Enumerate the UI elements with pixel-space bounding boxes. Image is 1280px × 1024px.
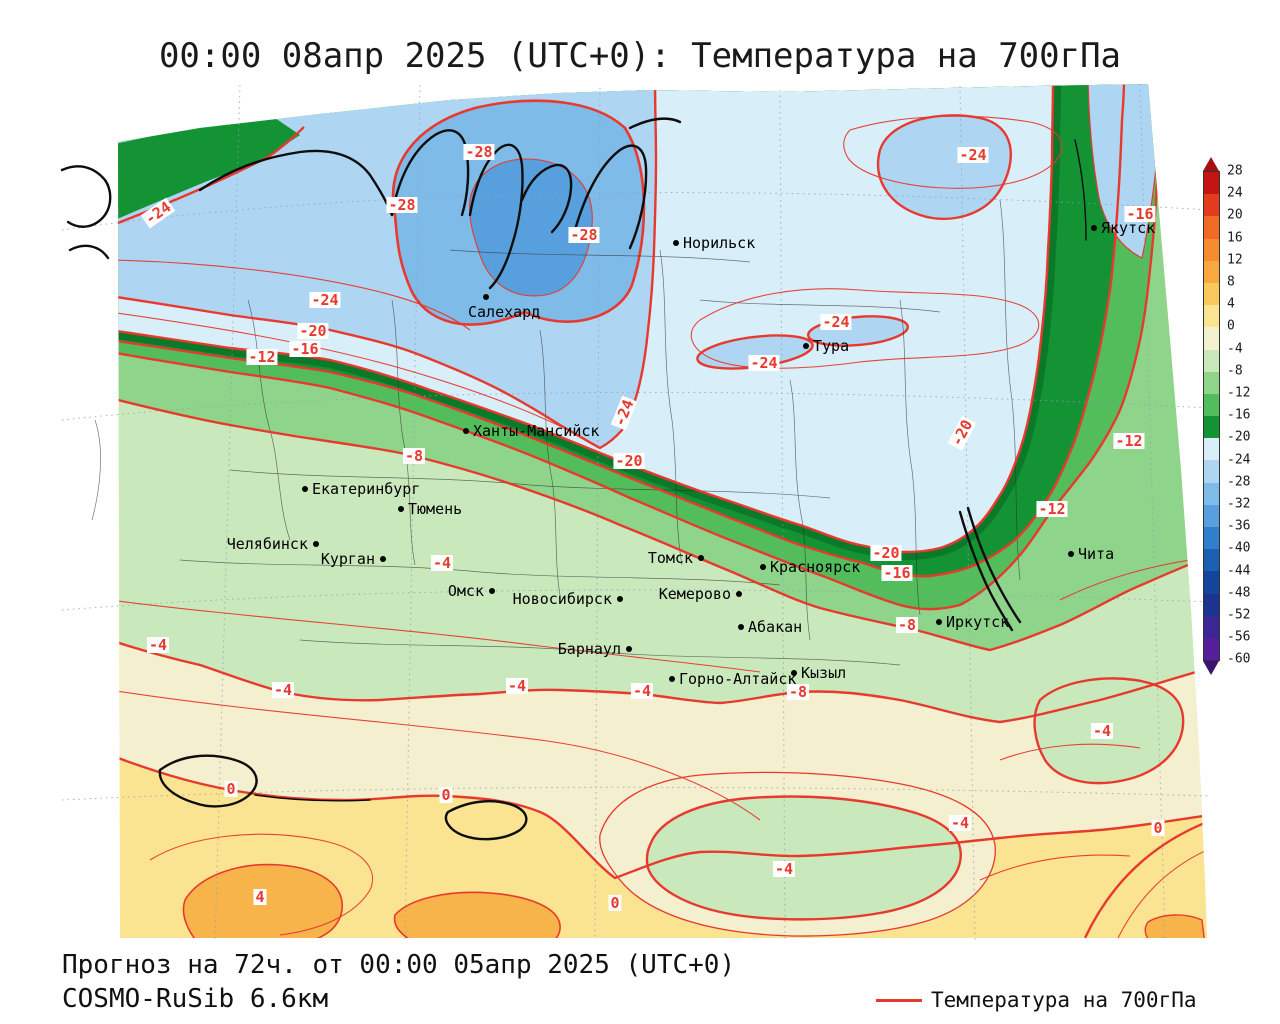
lake-baikal-east-shore: [966, 506, 1022, 624]
colorbar-tick: -56: [1227, 629, 1251, 645]
lake-baikal-west-shore: [958, 510, 1014, 632]
colorbar-segment: [1204, 260, 1219, 283]
orange-pocket-2: [393, 891, 561, 938]
colorbar-segment: [1204, 504, 1219, 527]
colorbar-tick: -48: [1227, 585, 1251, 601]
coast-taz-gulf: [520, 163, 573, 234]
coast-yamal-west: [198, 149, 394, 217]
black-contour-sw-1: [158, 754, 258, 808]
coast-taymyr: [628, 117, 682, 130]
temperature-fill-layer: [118, 84, 1207, 938]
colorbar-segment: [1204, 393, 1219, 417]
colorbar-tick: -40: [1227, 540, 1251, 556]
legend: Температура на 700гПа: [876, 988, 1197, 1012]
legend-line-sample: [876, 998, 922, 1002]
colorbar-segment: [1204, 593, 1219, 616]
coast-ob-gulf: [468, 143, 524, 290]
colorbar-segment: [1204, 371, 1219, 394]
colorbar-segment: [1204, 615, 1219, 638]
colorbar-segment: [1204, 460, 1219, 483]
black-contour-sw-2: [444, 800, 528, 841]
colorbar-segment: [1204, 482, 1219, 505]
colorbar-tick: -44: [1227, 563, 1251, 579]
colorbar-arrow-down: [1203, 661, 1219, 676]
colorbar-segment: [1204, 172, 1219, 195]
colorbar-tick: -28: [1227, 474, 1251, 490]
intermediate-contours: [118, 115, 1207, 938]
colorbar-tick: -12: [1227, 385, 1251, 401]
map-title: 00:00 08апр 2025 (UTC+0): Температура на…: [158, 36, 1122, 76]
colorbar-tick: -20: [1227, 429, 1251, 445]
colorbar-segment: [1204, 238, 1219, 261]
colorbar-tick: 12: [1227, 252, 1243, 268]
colorbar-tick: 4: [1227, 296, 1235, 312]
colorbar-tick: 20: [1227, 207, 1243, 223]
colorbar-segment: [1204, 571, 1219, 594]
colorbar-segment: [1204, 637, 1219, 661]
forecast-info: Прогноз на 72ч. от 00:00 05апр 2025 (UTC…: [62, 950, 736, 980]
colorbar-tick: -36: [1227, 518, 1251, 534]
legend-label: Температура на 700гПа: [931, 988, 1197, 1012]
colorbar-tick: 28: [1227, 163, 1243, 179]
colorbar-segment: [1204, 194, 1219, 217]
colorbar-segment: [1204, 438, 1219, 461]
colorbar-tick: -24: [1227, 452, 1251, 468]
colorbar-segment: [1204, 282, 1219, 306]
colorbar-segment: [1204, 549, 1219, 572]
colorbar-tick: 16: [1227, 230, 1243, 246]
colorbar-segment: [1204, 216, 1219, 239]
colorbar-tick: -60: [1227, 651, 1251, 667]
black-contour-sw-3: [254, 794, 371, 802]
graticule-layer: [61, 83, 1211, 941]
colorbar-tick: -52: [1227, 607, 1251, 623]
coast-yamal: [390, 129, 470, 217]
nw-green-wedge: [118, 118, 300, 222]
colorbar-tick: -32: [1227, 496, 1251, 512]
colorbar-segment: [1204, 305, 1219, 328]
orange-pocket-se: [1144, 914, 1206, 938]
colorbar-tick: 8: [1227, 274, 1235, 290]
colorbar-tick: 0: [1227, 318, 1235, 334]
coast-yenisei: [573, 144, 648, 250]
river-lena-piece: [1074, 139, 1087, 241]
colorbar-segment: [1204, 349, 1219, 372]
colorbar-arrow-up: [1203, 157, 1219, 171]
model-info: COSMO-RuSib 6.6км: [62, 984, 329, 1014]
colorbar-segment: [1204, 327, 1219, 350]
colorbar-segments: [1203, 171, 1220, 662]
colorbar-tick: -16: [1227, 407, 1251, 423]
colorbar: 28 24 20 16 12 8 4 0 -4 -8 -12 -16 -20 -24 -28 -32 -36 -4…: [1203, 157, 1273, 676]
coastline-layer: [60, 117, 1087, 841]
colorbar-segment: [1204, 527, 1219, 550]
colorbar-tick: -8: [1227, 363, 1243, 379]
coast-kara-island-1: [60, 165, 112, 228]
colorbar-tick: -4: [1227, 341, 1243, 357]
south-mint-a: [645, 795, 962, 921]
coast-kara-island-2: [68, 244, 110, 260]
colorbar-segment: [1204, 416, 1219, 439]
colorbar-tick: 24: [1227, 185, 1243, 201]
